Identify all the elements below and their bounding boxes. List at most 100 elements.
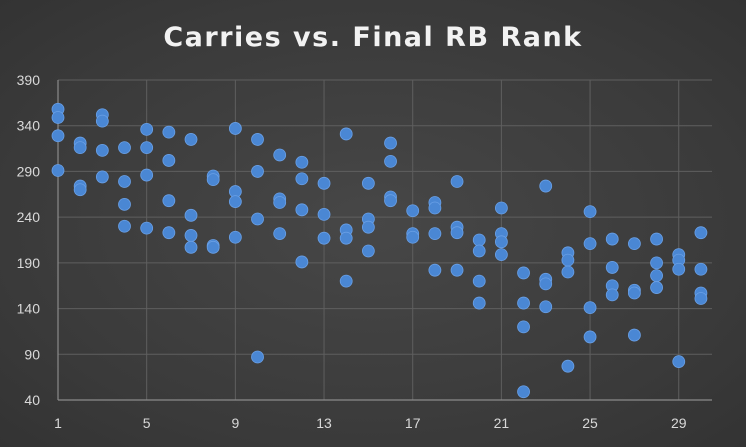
data-point <box>273 148 287 162</box>
y-tick-label: 190 <box>17 255 41 271</box>
data-point <box>472 244 486 258</box>
data-point <box>406 230 420 244</box>
data-point <box>694 292 708 305</box>
data-point <box>494 235 508 249</box>
data-point <box>206 240 220 254</box>
y-tick-label: 340 <box>17 118 41 134</box>
data-point <box>228 195 242 209</box>
data-point <box>517 385 530 399</box>
data-point <box>650 269 663 283</box>
data-point <box>317 207 331 221</box>
data-point <box>184 229 198 242</box>
data-point <box>539 277 553 291</box>
data-point <box>583 205 597 219</box>
data-point <box>672 262 686 276</box>
data-point <box>251 133 264 146</box>
data-point <box>472 274 486 288</box>
data-point <box>428 263 442 277</box>
data-point <box>184 133 198 146</box>
data-point <box>628 237 641 251</box>
data-point <box>450 263 464 277</box>
data-point <box>118 197 131 211</box>
data-point <box>295 255 309 269</box>
data-point <box>140 168 154 182</box>
data-point <box>517 320 530 334</box>
data-point <box>295 155 309 169</box>
data-point <box>517 266 530 280</box>
data-point <box>273 196 287 209</box>
data-point <box>118 141 131 155</box>
data-point <box>140 141 154 155</box>
data-point <box>361 220 375 234</box>
data-point <box>339 231 353 245</box>
data-point <box>539 300 553 314</box>
data-point <box>317 176 331 190</box>
x-tick-label: 1 <box>54 415 62 431</box>
data-point <box>450 226 464 240</box>
data-point <box>605 232 619 246</box>
data-point <box>95 170 109 184</box>
data-point <box>273 227 287 241</box>
data-point <box>339 127 353 141</box>
data-point <box>583 237 597 251</box>
data-point <box>95 114 109 128</box>
data-point <box>384 194 397 208</box>
data-point <box>605 261 619 274</box>
y-tick-label: 290 <box>17 163 41 179</box>
y-tick-label: 140 <box>17 301 41 317</box>
data-point <box>539 179 553 193</box>
data-point <box>472 233 486 247</box>
data-point <box>694 226 708 240</box>
data-point <box>140 221 154 235</box>
data-point <box>361 176 375 190</box>
x-tick-label: 17 <box>405 415 421 431</box>
data-point <box>228 122 242 135</box>
data-point <box>162 125 176 139</box>
x-tick-label: 9 <box>231 415 239 431</box>
data-point <box>517 296 530 310</box>
data-point <box>361 244 375 258</box>
data-point <box>650 281 663 294</box>
data-point <box>95 143 109 157</box>
y-tick-label: 240 <box>17 209 41 225</box>
data-point <box>295 172 309 186</box>
data-point <box>73 141 87 155</box>
data-point <box>428 227 442 241</box>
data-point <box>561 359 575 373</box>
x-tick-label: 29 <box>671 415 687 431</box>
chart-title: Carries vs. Final RB Rank <box>163 22 582 53</box>
data-point <box>118 219 131 233</box>
data-point <box>428 201 442 215</box>
data-point <box>184 208 198 222</box>
data-point <box>140 122 154 136</box>
x-tick-label: 25 <box>582 415 598 431</box>
data-point <box>295 203 309 217</box>
data-point <box>672 355 686 369</box>
y-tick-label: 390 <box>17 72 41 88</box>
data-point <box>583 301 597 315</box>
data-point <box>583 330 597 344</box>
data-point <box>162 154 176 167</box>
data-points <box>51 102 708 399</box>
data-point <box>51 111 65 124</box>
x-tick-label: 13 <box>316 415 332 431</box>
data-point <box>384 154 397 168</box>
data-point <box>317 231 331 245</box>
data-point <box>51 164 65 177</box>
data-point <box>650 256 663 270</box>
y-tick-label: 90 <box>24 346 40 362</box>
tick-labels: 40 90 140 190 240 290 340 390 1 5 9 13 17 21 25 29 <box>17 72 687 431</box>
data-point <box>251 350 264 364</box>
data-point <box>251 165 264 178</box>
data-point <box>561 265 575 279</box>
data-point <box>694 262 708 276</box>
y-tick-label: 40 <box>24 392 40 408</box>
x-tick-label: 21 <box>494 415 510 431</box>
data-point <box>494 248 508 262</box>
data-point <box>472 296 486 310</box>
data-point <box>228 230 242 244</box>
data-point <box>384 136 397 150</box>
data-point <box>251 212 264 226</box>
